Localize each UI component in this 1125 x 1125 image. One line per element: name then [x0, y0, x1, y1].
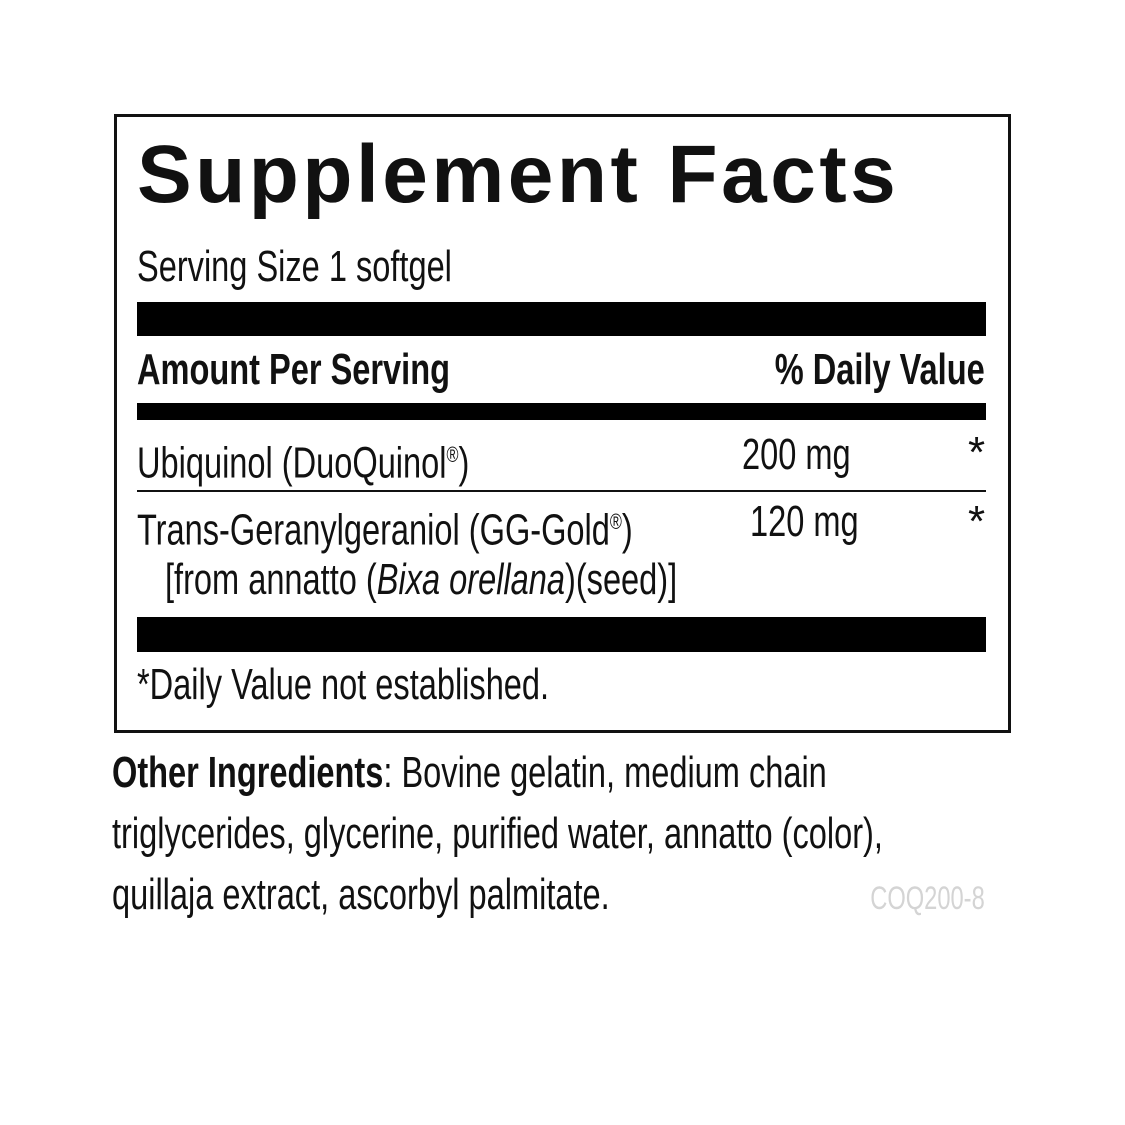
- product-code: COQ200-8: [870, 880, 985, 916]
- footnote: *Daily Value not established.: [137, 660, 550, 709]
- ingredient-name: Trans-Geranylgeraniol (GG-Gold: [137, 505, 610, 555]
- ingredient-name: Ubiquinol (DuoQuinol: [137, 438, 447, 488]
- medium-divider: [137, 403, 986, 420]
- ingredient-amount: 120 mg: [750, 497, 859, 546]
- botanical-name: Bixa orellana: [376, 555, 565, 604]
- registered-mark: ®: [446, 442, 459, 467]
- ingredient-source: [from annatto (Bixa orellana)(seed)]: [165, 555, 677, 605]
- ingredient-row-name: Trans-Geranylgeraniol (GG-Gold®): [137, 497, 633, 555]
- daily-value: *: [968, 497, 986, 546]
- panel-title: Supplement Facts: [137, 129, 900, 220]
- supplement-facts-panel: [114, 114, 1011, 733]
- ingredient-amount: 200 mg: [742, 430, 851, 479]
- amount-per-serving-header: Amount Per Serving: [137, 345, 450, 394]
- other-ingredients: Other Ingredients: Bovine gelatin, mediu…: [112, 742, 985, 925]
- daily-value-header: % Daily Value: [775, 345, 985, 394]
- row-divider: [137, 490, 986, 492]
- daily-value: *: [968, 428, 986, 477]
- serving-size: Serving Size 1 softgel: [137, 242, 452, 291]
- ingredient-row-name: Ubiquinol (DuoQuinol®): [137, 430, 469, 488]
- ingredient-name-end: ): [458, 438, 470, 488]
- ingredient-name-end: ): [621, 505, 633, 555]
- registered-mark: ®: [609, 509, 622, 534]
- source-prefix: [from annatto (: [165, 555, 377, 604]
- source-suffix: )(seed)]: [564, 555, 678, 604]
- thick-divider: [137, 302, 986, 336]
- other-ingredients-label: Other Ingredients: [112, 748, 384, 797]
- thick-divider: [137, 617, 986, 652]
- other-ingredients-text: : Bovine gelatin, medium chain triglycer…: [112, 748, 883, 919]
